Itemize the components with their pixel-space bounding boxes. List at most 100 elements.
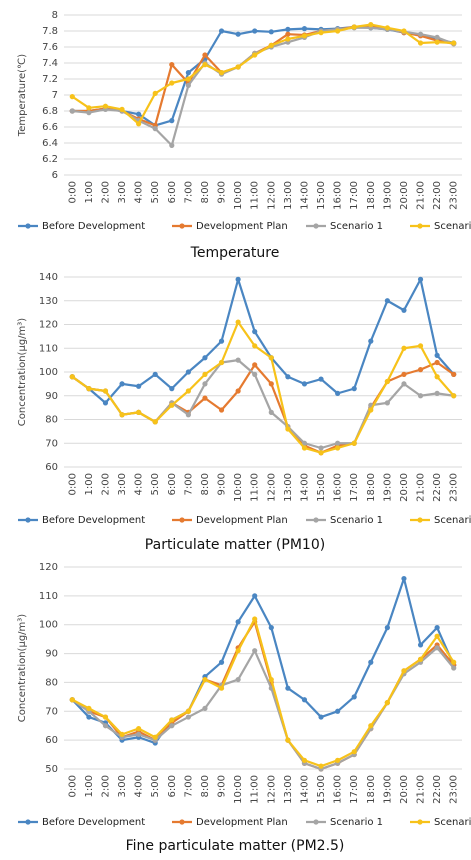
x-tick-label: 10:00 bbox=[233, 181, 244, 210]
point bbox=[417, 343, 424, 349]
x-tick-label: 19:00 bbox=[382, 473, 393, 502]
point bbox=[351, 24, 357, 30]
y-tick-label: 110 bbox=[39, 591, 58, 602]
point bbox=[368, 338, 374, 344]
point bbox=[102, 388, 109, 394]
point bbox=[434, 633, 440, 639]
point bbox=[169, 717, 175, 723]
point bbox=[136, 121, 142, 127]
point bbox=[252, 52, 258, 58]
x-tick-label: 10:00 bbox=[233, 473, 244, 502]
y-tick-label: 6.8 bbox=[42, 106, 58, 117]
point bbox=[235, 276, 241, 282]
point bbox=[434, 359, 440, 366]
x-tick-label: 8:00 bbox=[200, 181, 211, 203]
x-tick-label: 18:00 bbox=[366, 775, 377, 804]
point bbox=[185, 82, 191, 88]
point bbox=[451, 659, 457, 665]
y-tick-label: 80 bbox=[45, 677, 58, 688]
point bbox=[401, 668, 407, 674]
y-tick-label: 90 bbox=[45, 649, 58, 660]
legend-marker bbox=[25, 517, 31, 523]
legend-label: Development Plan bbox=[196, 817, 288, 828]
point bbox=[301, 697, 308, 703]
point bbox=[185, 369, 191, 375]
series-line bbox=[71, 617, 455, 768]
point bbox=[368, 723, 374, 729]
point bbox=[401, 381, 407, 387]
x-tick-label: 11:00 bbox=[250, 775, 261, 804]
legend-marker bbox=[417, 223, 423, 229]
x-tick-label: 8:00 bbox=[200, 473, 211, 495]
point bbox=[152, 734, 158, 740]
point bbox=[268, 42, 274, 49]
legend-marker bbox=[25, 819, 31, 825]
point bbox=[136, 409, 142, 415]
point bbox=[434, 645, 440, 651]
chart-title: Fine particulate matter (PM2.5) bbox=[126, 838, 345, 854]
point bbox=[285, 426, 291, 432]
point bbox=[301, 26, 308, 32]
point bbox=[202, 52, 208, 58]
x-tick-label: 0:00 bbox=[67, 473, 78, 495]
x-tick-label: 15:00 bbox=[316, 181, 327, 210]
series-line bbox=[71, 278, 455, 404]
point bbox=[318, 29, 324, 36]
legend-label: Scenario 2 bbox=[434, 515, 471, 526]
legend-marker bbox=[417, 517, 423, 523]
x-tick-label: 15:00 bbox=[316, 473, 327, 502]
point bbox=[318, 450, 324, 456]
x-tick-label: 18:00 bbox=[366, 473, 377, 502]
point bbox=[301, 381, 308, 387]
point bbox=[401, 307, 407, 313]
legend-marker bbox=[313, 517, 319, 523]
legend-label: Development Plan bbox=[196, 515, 288, 526]
point bbox=[69, 108, 75, 114]
point bbox=[218, 338, 225, 344]
y-tick-label: 120 bbox=[39, 562, 58, 573]
point bbox=[69, 374, 75, 380]
x-tick-label: 20:00 bbox=[399, 181, 410, 210]
point bbox=[351, 386, 357, 392]
point bbox=[384, 400, 390, 406]
y-tick-label: 6.2 bbox=[42, 154, 58, 165]
point bbox=[401, 345, 407, 351]
x-tick-label: 21:00 bbox=[416, 181, 427, 210]
x-tick-label: 23:00 bbox=[449, 473, 460, 502]
point bbox=[301, 440, 308, 446]
y-tick-label: 80 bbox=[45, 415, 58, 426]
point bbox=[185, 708, 191, 714]
point bbox=[86, 705, 92, 712]
x-tick-label: 0:00 bbox=[67, 181, 78, 203]
point bbox=[202, 705, 208, 712]
x-tick-label: 7:00 bbox=[183, 775, 194, 797]
point bbox=[335, 708, 341, 714]
point bbox=[119, 381, 125, 387]
point bbox=[136, 731, 142, 737]
series-line bbox=[71, 321, 455, 454]
x-tick-label: 22:00 bbox=[432, 473, 443, 502]
legend-marker bbox=[313, 223, 319, 229]
point bbox=[434, 390, 440, 396]
point bbox=[401, 371, 407, 377]
x-tick-label: 22:00 bbox=[432, 775, 443, 804]
point bbox=[202, 355, 208, 361]
legend-label: Scenario 1 bbox=[330, 515, 383, 526]
point bbox=[185, 714, 191, 720]
point bbox=[235, 31, 241, 37]
point bbox=[218, 359, 225, 366]
x-tick-label: 20:00 bbox=[399, 473, 410, 502]
x-tick-label: 6:00 bbox=[167, 473, 178, 495]
legend-label: Scenario 1 bbox=[330, 817, 383, 828]
x-tick-label: 14:00 bbox=[299, 181, 310, 210]
x-tick-label: 7:00 bbox=[183, 473, 194, 495]
point bbox=[285, 26, 291, 32]
series-line bbox=[72, 26, 455, 147]
point bbox=[368, 22, 374, 28]
point bbox=[434, 34, 440, 41]
x-tick-label: 3:00 bbox=[117, 473, 128, 495]
x-tick-label: 23:00 bbox=[449, 775, 460, 804]
x-tick-label: 8:00 bbox=[200, 775, 211, 797]
